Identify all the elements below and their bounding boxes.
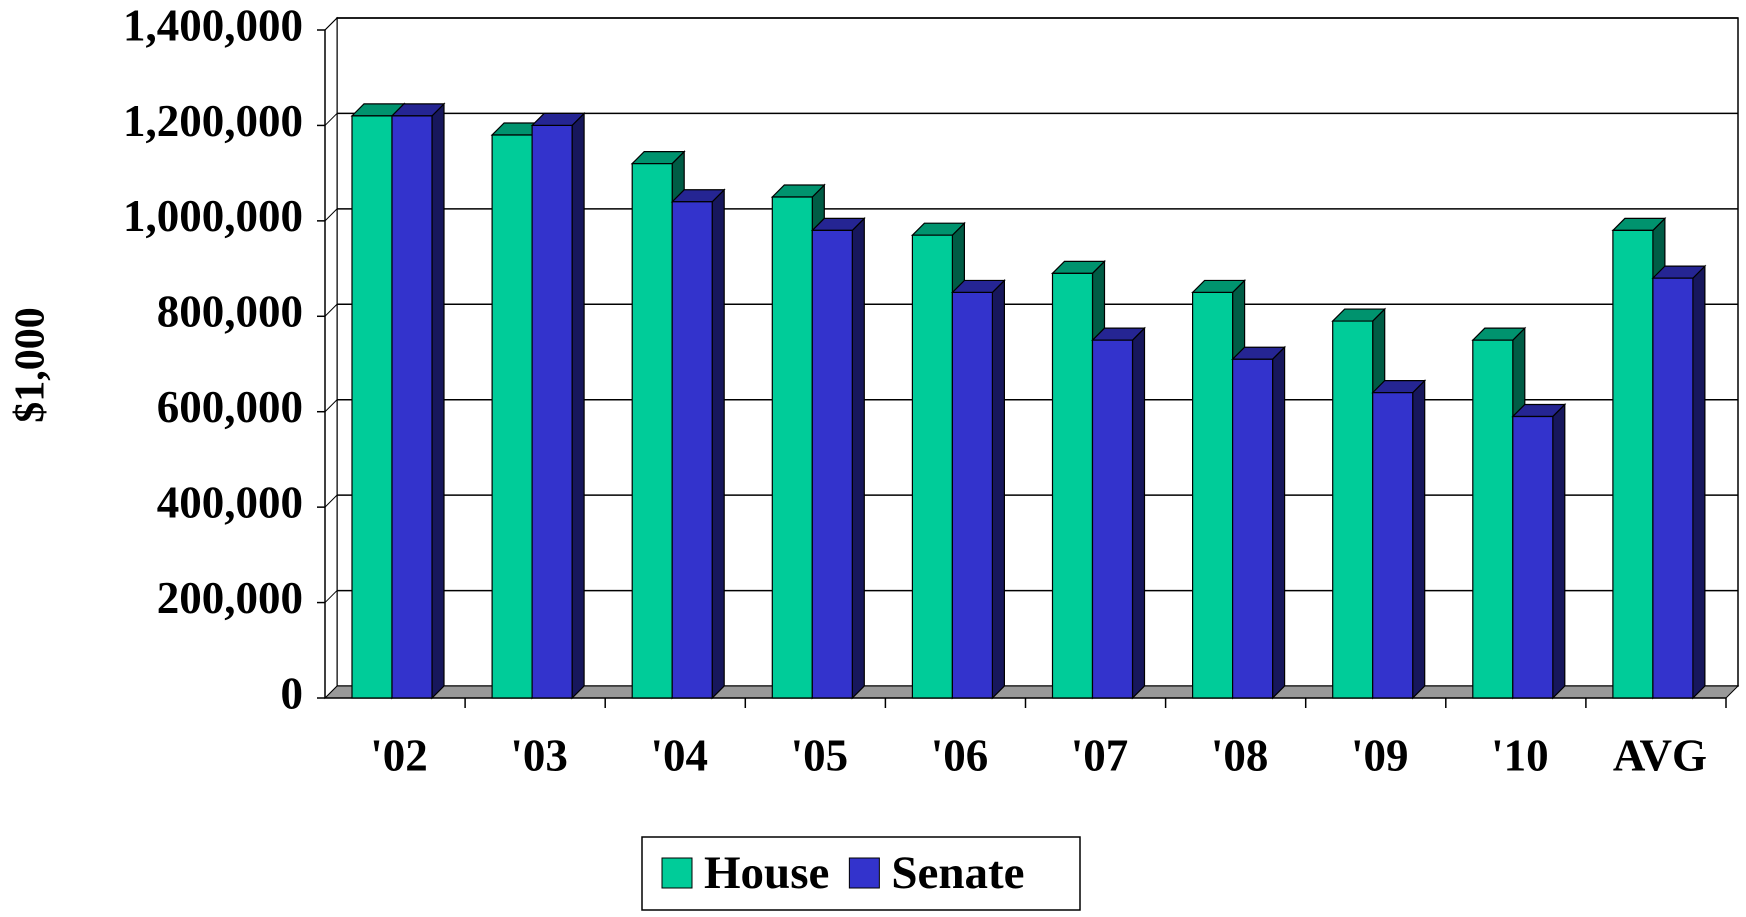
bar-side: [851, 216, 865, 700]
bar-front: [1232, 358, 1274, 699]
bar-front: [1652, 277, 1694, 699]
y-axis-title: $1,000: [8, 307, 54, 423]
y-tick-label: 200,000: [157, 573, 303, 623]
bar-front: [1051, 272, 1094, 699]
bar-front: [1472, 339, 1514, 699]
y-tick-label: 1,200,000: [123, 96, 303, 146]
legend-label: House: [704, 847, 829, 899]
x-tick-label: '02: [370, 730, 428, 780]
x-tick-label: '05: [791, 730, 849, 780]
x-tick-label: '06: [931, 730, 989, 780]
bar: [1511, 403, 1567, 700]
bar-front: [1612, 229, 1654, 699]
bar-side: [571, 111, 585, 700]
bar: [1651, 264, 1707, 700]
grid-line: [324, 208, 338, 222]
bar: [1371, 379, 1427, 700]
bar-side: [711, 188, 725, 700]
y-tick-label: 800,000: [157, 287, 303, 337]
x-tick-label: '04: [650, 730, 708, 780]
bar: [1231, 345, 1287, 700]
grid-line: [324, 303, 338, 317]
x-tick-label: '09: [1351, 730, 1409, 780]
bar-front: [951, 291, 993, 699]
bar-front: [1332, 320, 1374, 699]
bar-front: [491, 134, 533, 699]
grid-line: [324, 113, 338, 126]
bar-side: [431, 102, 445, 700]
bar: [670, 188, 726, 700]
bar-front: [811, 229, 853, 699]
grid-line: [324, 17, 338, 31]
bar-front: [771, 196, 813, 699]
bar-side: [1131, 326, 1146, 700]
bar-front: [531, 124, 573, 699]
grid-line: [324, 494, 338, 508]
bar-side: [1412, 379, 1426, 700]
bar-front: [1192, 291, 1234, 699]
x-tick-label: '03: [510, 730, 568, 780]
bar: [1091, 326, 1146, 700]
bar-side: [991, 278, 1005, 700]
bar-front: [351, 115, 393, 699]
bar-front: [1091, 339, 1134, 699]
bar: [530, 111, 586, 700]
grid-line: [324, 590, 338, 603]
x-tick-label: '07: [1071, 730, 1129, 780]
bar-front: [631, 163, 673, 699]
x-tick-label: AVG: [1613, 730, 1707, 780]
bar: [810, 216, 866, 700]
legend-label: Senate: [891, 847, 1024, 899]
bar-front: [1512, 415, 1554, 699]
bar-side: [1692, 264, 1706, 700]
grid-line: [324, 399, 338, 413]
y-tick-label: 1,000,000: [123, 191, 303, 241]
x-tick-label: '08: [1211, 730, 1269, 780]
bar-side: [1552, 403, 1566, 700]
bar-front: [1372, 392, 1414, 699]
bar-front: [671, 201, 713, 699]
bar-front: [911, 234, 953, 699]
y-tick-label: 1,400,000: [123, 0, 303, 50]
x-tick-label: '10: [1491, 730, 1549, 780]
legend-swatch: [661, 857, 693, 889]
y-tick-label: 400,000: [157, 477, 303, 527]
y-tick-label: 600,000: [157, 382, 303, 432]
bar: [950, 278, 1006, 700]
legend-swatch: [848, 857, 880, 889]
y-tick-label: 0: [281, 668, 304, 718]
bar: [390, 102, 446, 700]
bar-front: [391, 115, 433, 699]
bar-side: [1272, 345, 1286, 700]
